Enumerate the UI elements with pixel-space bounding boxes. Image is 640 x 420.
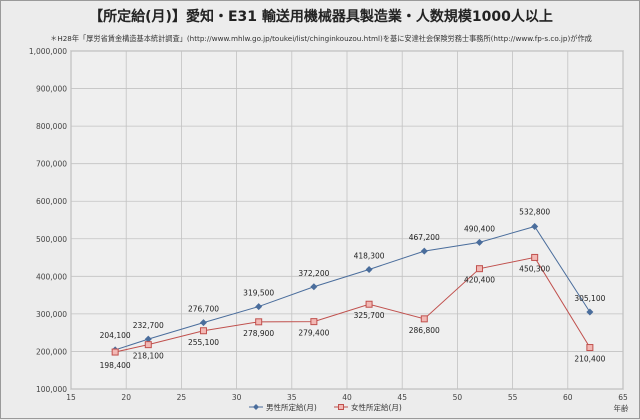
chart-title: 【所定給(月)】愛知・E31 輸送用機械器具製造業・人数規模1000人以上 (89, 8, 553, 25)
series-line (115, 225, 591, 351)
data-label: 532,800 (519, 207, 550, 216)
data-point (255, 303, 263, 311)
x-tick-label: 20 (121, 393, 131, 402)
x-tick-label: 60 (563, 393, 573, 402)
data-point (475, 265, 483, 273)
y-tick-label: 900,000 (36, 85, 67, 94)
y-tick-label: 300,000 (36, 310, 67, 319)
data-label: 255,100 (188, 338, 219, 347)
x-tick-label: 30 (232, 393, 242, 402)
y-tick-label: 700,000 (36, 160, 67, 169)
data-label: 204,100 (100, 331, 131, 340)
data-point (531, 253, 539, 261)
y-tick-label: 1,000,000 (29, 47, 67, 56)
grid-lines (70, 50, 624, 390)
data-label: 325,700 (354, 311, 385, 320)
data-label: 319,500 (243, 289, 274, 298)
y-tick-label: 200,000 (36, 347, 67, 356)
x-tick-label: 40 (342, 393, 352, 402)
data-point (365, 265, 373, 273)
data-point (310, 318, 318, 326)
data-point (531, 222, 539, 230)
series-line (115, 256, 591, 353)
data-point (586, 308, 594, 316)
data-label: 490,400 (464, 224, 495, 233)
data-label: 286,800 (409, 326, 440, 335)
data-label: 232,700 (133, 321, 164, 330)
data-point (144, 341, 152, 349)
x-tick-label: 35 (287, 393, 297, 402)
x-tick-label: 65 (618, 393, 628, 402)
chart-subtitle: ＊H28年「厚労省賃金構造基本統計調査」(http://www.mhlw.go.… (50, 34, 592, 43)
data-label: 278,900 (243, 329, 274, 338)
legend-marker (253, 404, 259, 410)
data-point (199, 319, 207, 327)
y-tick-label: 400,000 (36, 272, 67, 281)
data-point (475, 238, 483, 246)
data-label: 418,300 (354, 251, 385, 260)
x-tick-label: 45 (397, 393, 407, 402)
y-tick-label: 600,000 (36, 197, 67, 206)
x-tick-label: 25 (177, 393, 187, 402)
x-tick-label: 15 (66, 393, 76, 402)
x-axis-title: 年齢 (614, 403, 629, 413)
data-label: 305,100 (574, 294, 605, 303)
data-label: 218,100 (133, 352, 164, 361)
data-point (365, 300, 373, 308)
data-label: 467,200 (409, 233, 440, 242)
axis-ticks: 100,000 200,000 300,000 400,000 500,000 600,0… (29, 47, 628, 402)
data-label: 276,700 (188, 305, 219, 314)
y-tick-label: 800,000 (36, 122, 67, 131)
y-tick-label: 100,000 (36, 385, 67, 394)
data-point (420, 315, 428, 323)
data-point (255, 318, 263, 326)
legend: 男性所定給(月) 女性所定給(月) (249, 402, 402, 412)
data-point (310, 283, 318, 291)
x-tick-label: 55 (508, 393, 518, 402)
data-point (199, 327, 207, 335)
data-label: 279,400 (298, 329, 329, 338)
legend-marker (338, 404, 344, 410)
data-point (420, 247, 428, 255)
data-point (144, 335, 152, 343)
data-point (586, 344, 594, 352)
data-label: 198,400 (100, 361, 131, 370)
data-label: 372,200 (298, 269, 329, 278)
y-tick-label: 500,000 (36, 235, 67, 244)
legend-label: 女性所定給(月) (351, 402, 402, 412)
legend-label: 男性所定給(月) (266, 402, 317, 412)
x-tick-label: 50 (453, 393, 463, 402)
data-label: 420,400 (464, 276, 495, 285)
data-label: 210,400 (574, 355, 605, 364)
data-point (111, 348, 119, 356)
data-label: 450,300 (519, 264, 550, 273)
